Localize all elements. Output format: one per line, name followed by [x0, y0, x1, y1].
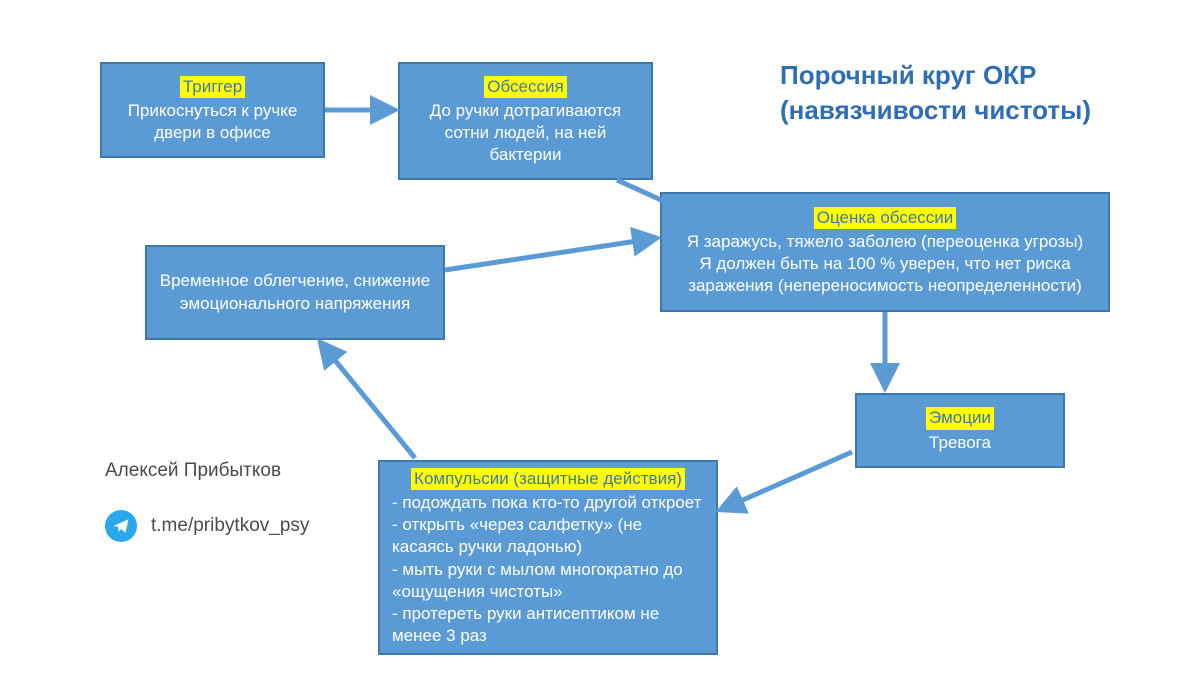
node-appraisal: Оценка обсессии Я заражусь, тяжело забол… — [660, 192, 1110, 312]
node-trigger-heading: Триггер — [180, 76, 245, 98]
node-obsession-body: До ручки дотрагиваются сотни людей, на н… — [412, 100, 639, 166]
node-obsession-heading: Обсессия — [484, 76, 566, 98]
node-emotions: Эмоции Тревога — [855, 393, 1065, 468]
telegram-handle: t.me/pribytkov_psy — [151, 515, 309, 537]
telegram-link[interactable]: t.me/pribytkov_psy — [105, 510, 309, 542]
edge-emotions — [720, 452, 852, 510]
title-line-2: (навязчивости чистоты) — [780, 93, 1091, 128]
edge-compulsions — [320, 342, 415, 458]
node-compulsions-body: - подождать пока кто-то другой откроет -… — [392, 492, 704, 647]
node-trigger: Триггер Прикоснуться к ручке двери в офи… — [100, 62, 325, 158]
node-appraisal-heading: Оценка обсессии — [814, 207, 957, 229]
node-emotions-heading: Эмоции — [926, 407, 994, 429]
edge-relief — [445, 238, 657, 270]
node-appraisal-body: Я заражусь, тяжело заболею (переоценка у… — [674, 231, 1096, 297]
diagram-title: Порочный круг ОКР (навязчивости чистоты) — [780, 58, 1091, 128]
author-name: Алексей Прибытков — [105, 460, 281, 482]
node-relief: Временное облегчение, снижение эмоционал… — [145, 245, 445, 340]
telegram-icon — [105, 510, 137, 542]
title-line-1: Порочный круг ОКР — [780, 58, 1091, 93]
node-obsession: Обсессия До ручки дотрагиваются сотни лю… — [398, 62, 653, 180]
node-compulsions-heading: Компульсии (защитные действия) — [411, 468, 685, 490]
node-emotions-body: Тревога — [929, 432, 991, 454]
node-relief-body: Временное облегчение, снижение эмоционал… — [159, 270, 431, 314]
node-trigger-body: Прикоснуться к ручке двери в офисе — [114, 100, 311, 144]
node-compulsions: Компульсии (защитные действия) - подожда… — [378, 460, 718, 655]
